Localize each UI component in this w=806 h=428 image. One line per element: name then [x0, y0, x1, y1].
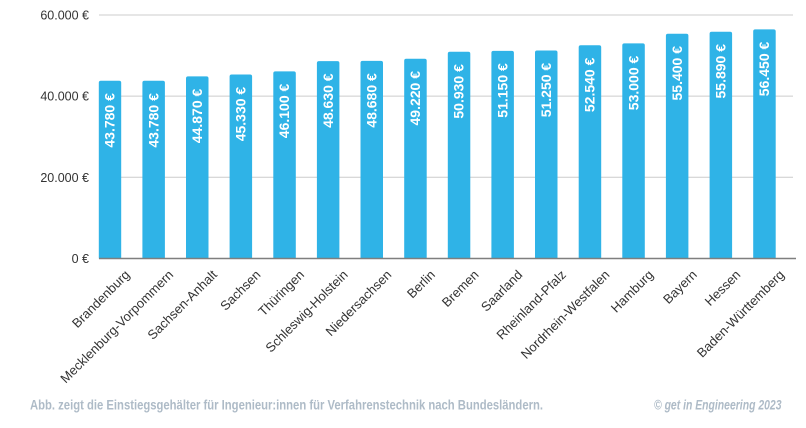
svg-text:Schleswig-Holstein: Schleswig-Holstein	[262, 267, 350, 355]
svg-text:52.540 €: 52.540 €	[582, 57, 598, 112]
svg-text:Berlin: Berlin	[404, 267, 438, 301]
svg-text:Bremen: Bremen	[439, 267, 482, 310]
svg-text:55.890 €: 55.890 €	[713, 44, 729, 99]
svg-text:0 €: 0 €	[72, 252, 89, 266]
svg-text:Abb. zeigt die Einstiegsgehält: Abb. zeigt die Einstiegsgehälter für Ing…	[30, 398, 543, 413]
svg-text:20.000 €: 20.000 €	[40, 171, 89, 185]
svg-text:44.870 €: 44.870 €	[189, 88, 205, 143]
svg-text:43.780 €: 43.780 €	[145, 93, 161, 148]
svg-text:45.330 €: 45.330 €	[233, 87, 249, 142]
svg-text:46.100 €: 46.100 €	[276, 83, 292, 138]
svg-text:48.630 €: 48.630 €	[320, 73, 336, 128]
svg-text:40.000 €: 40.000 €	[40, 90, 89, 104]
svg-text:© get in Engineering 2023: © get in Engineering 2023	[654, 398, 782, 413]
svg-text:49.220 €: 49.220 €	[407, 71, 423, 126]
svg-text:50.930 €: 50.930 €	[451, 64, 467, 119]
svg-text:48.680 €: 48.680 €	[364, 73, 380, 128]
svg-text:60.000 €: 60.000 €	[40, 9, 89, 23]
svg-text:53.000 €: 53.000 €	[625, 55, 641, 110]
svg-text:51.250 €: 51.250 €	[538, 63, 554, 118]
svg-text:43.780 €: 43.780 €	[102, 93, 118, 148]
svg-text:Hessen: Hessen	[702, 267, 744, 309]
svg-text:Baden-Württemberg: Baden-Württemberg	[694, 267, 787, 360]
svg-text:51.150 €: 51.150 €	[494, 63, 510, 118]
svg-text:Hamburg: Hamburg	[608, 267, 656, 315]
svg-text:56.450 €: 56.450 €	[756, 41, 772, 96]
svg-text:Bayern: Bayern	[660, 267, 700, 307]
svg-text:55.400 €: 55.400 €	[669, 46, 685, 101]
